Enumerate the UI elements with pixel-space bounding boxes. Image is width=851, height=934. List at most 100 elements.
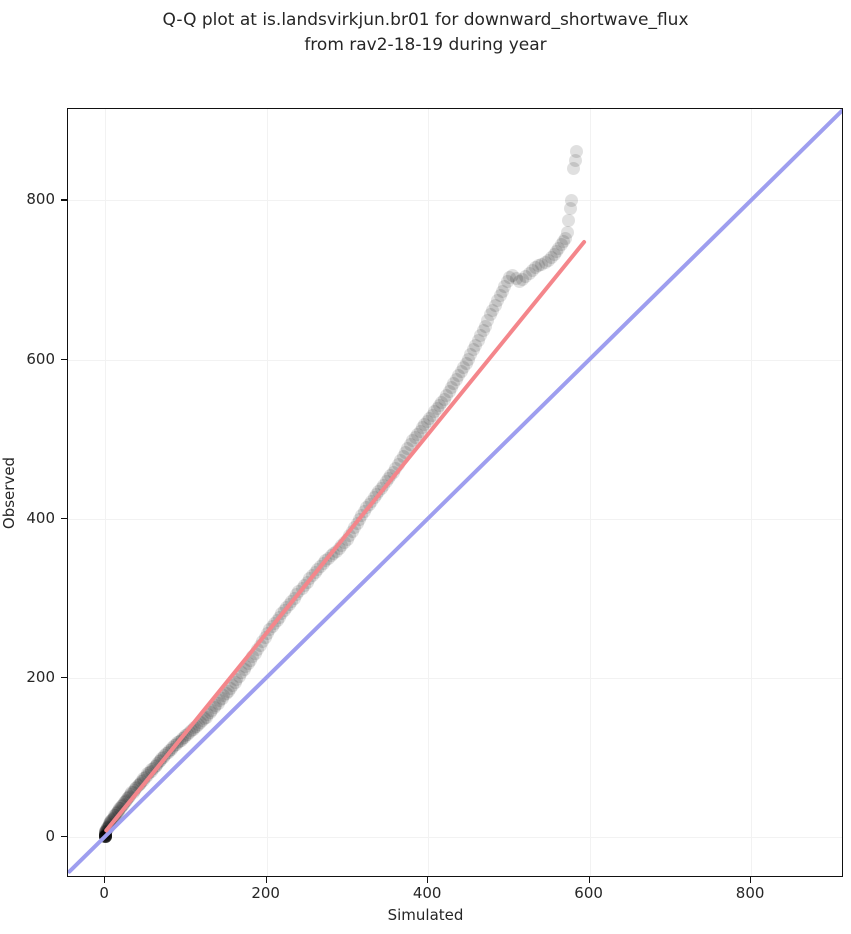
gridline-horizontal [68,518,842,520]
y-tick-mark [61,835,67,837]
x-tick-mark [104,877,106,883]
scatter-point [418,418,432,432]
x-tick-label: 800 [735,884,765,902]
scatter-point [411,427,425,441]
scatter-point [554,238,568,252]
scatter-point [445,380,459,394]
scatter-point [481,314,495,328]
gridline-horizontal [68,677,842,679]
gridline-horizontal [68,836,842,838]
scatter-point [522,267,536,281]
scatter-point [469,338,483,352]
scatter-point [459,356,473,370]
scatter-point [525,263,539,277]
x-tick-mark [265,877,267,883]
y-tick-label: 0 [45,826,55,845]
scatter-point [541,254,555,268]
scatter-point [223,682,237,696]
y-tick-mark [61,199,67,201]
y-tick-mark [61,676,67,678]
gridline-horizontal [68,200,842,202]
y-axis-label: Observed [0,0,20,934]
scatter-point [498,279,512,293]
scatter-point [557,235,571,249]
scatter-point [509,271,523,285]
gridline-vertical [105,109,107,876]
scatter-point [442,384,456,398]
scatter-point [495,284,509,298]
scatter-point [566,162,580,176]
scatter-point [457,360,471,374]
scatter-point [425,408,439,422]
scatter-point [560,225,574,239]
scatter-point [430,402,444,416]
x-tick-mark [588,877,590,883]
scatter-point [454,364,468,378]
scatter-point [535,257,549,271]
identity-reference-line [68,109,842,875]
scatter-point [503,271,517,285]
x-tick-label: 0 [99,884,109,902]
scatter-point [558,232,572,246]
scatter-point [563,201,577,215]
scatter-point [449,372,463,386]
scatter-point [491,294,505,308]
gridline-vertical [428,109,430,876]
y-tick-label: 800 [26,190,55,209]
scatter-point [435,395,449,409]
scatter-point [552,241,566,255]
scatter-point [483,308,497,322]
scatter-point [478,319,492,333]
gridline-vertical [751,109,753,876]
scatter-point [474,329,488,343]
x-tick-mark [750,877,752,883]
scatter-point [550,244,564,258]
x-tick-label: 600 [574,884,603,902]
scatter-point [519,270,533,284]
scatter-point [428,405,442,419]
y-tick-label: 600 [26,349,55,368]
scatter-point [532,259,546,273]
scatter-point [432,399,446,413]
scatter-point [420,415,434,429]
scatter-point [488,298,502,312]
quantile-fit-line [103,238,588,834]
scatter-point [437,392,451,406]
scatter-point [493,289,507,303]
scatter-point [570,144,584,158]
plot-area [67,108,843,877]
scatter-point [471,333,485,347]
scatter-point [415,421,429,435]
scatter-point [500,275,514,289]
scatter-point [226,679,240,693]
scatter-point [452,368,466,382]
scatter-point [464,348,478,362]
scatter-point [219,687,233,700]
scatter-point [547,248,561,262]
x-tick-mark [427,877,429,883]
scatter-point [466,343,480,357]
scatter-point [462,353,476,366]
scatter-point [423,411,437,425]
y-tick-label: 200 [26,667,55,686]
x-tick-label: 200 [251,884,280,902]
y-tick-mark [61,358,67,360]
scatter-point [545,251,559,265]
scatter-point [512,275,526,289]
scatter-point [516,273,530,287]
scatter-point [413,424,427,438]
gridline-horizontal [68,359,842,361]
scatter-point [440,388,454,402]
scatter-point [529,260,543,274]
scatter-point [562,213,576,227]
scatter-point [476,324,490,338]
gridline-vertical [589,109,591,876]
gridline-vertical [266,109,268,876]
x-tick-label: 400 [412,884,442,902]
scatter-point [486,303,500,317]
x-axis-label: Simulated [387,906,464,924]
scatter-point [506,268,520,282]
scatter-point [228,675,242,689]
scatter-point [447,376,461,390]
y-axis-ticks [0,0,67,934]
